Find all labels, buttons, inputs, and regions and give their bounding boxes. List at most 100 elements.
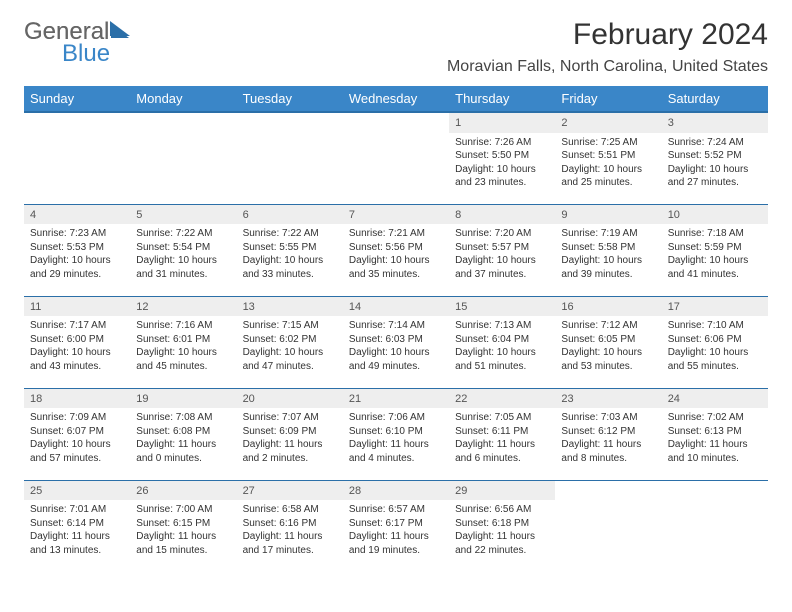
day-number: 23	[555, 389, 661, 409]
day-details: Sunrise: 7:12 AMSunset: 6:05 PMDaylight:…	[555, 316, 661, 377]
calendar-day-cell: 12Sunrise: 7:16 AMSunset: 6:01 PMDayligh…	[130, 296, 236, 388]
calendar-day-cell: 7Sunrise: 7:21 AMSunset: 5:56 PMDaylight…	[343, 204, 449, 296]
day-details: Sunrise: 7:00 AMSunset: 6:15 PMDaylight:…	[130, 500, 236, 561]
sunset-line: Sunset: 5:50 PM	[455, 149, 549, 163]
day-details: Sunrise: 7:26 AMSunset: 5:50 PMDaylight:…	[449, 133, 555, 194]
calendar-week-row: 1Sunrise: 7:26 AMSunset: 5:50 PMDaylight…	[24, 112, 768, 204]
day-number: 14	[343, 297, 449, 317]
calendar-day-cell: 8Sunrise: 7:20 AMSunset: 5:57 PMDaylight…	[449, 204, 555, 296]
calendar-day-cell: 5Sunrise: 7:22 AMSunset: 5:54 PMDaylight…	[130, 204, 236, 296]
day-number: 17	[662, 297, 768, 317]
calendar-day-cell: 21Sunrise: 7:06 AMSunset: 6:10 PMDayligh…	[343, 388, 449, 480]
calendar-body: 1Sunrise: 7:26 AMSunset: 5:50 PMDaylight…	[24, 112, 768, 572]
day-details: Sunrise: 7:01 AMSunset: 6:14 PMDaylight:…	[24, 500, 130, 561]
weekday-header: Sunday	[24, 86, 130, 112]
calendar-day-cell: 10Sunrise: 7:18 AMSunset: 5:59 PMDayligh…	[662, 204, 768, 296]
calendar-day-cell: 26Sunrise: 7:00 AMSunset: 6:15 PMDayligh…	[130, 480, 236, 572]
day-details: Sunrise: 7:03 AMSunset: 6:12 PMDaylight:…	[555, 408, 661, 469]
sunrise-line: Sunrise: 7:10 AM	[668, 319, 762, 333]
day-details: Sunrise: 6:57 AMSunset: 6:17 PMDaylight:…	[343, 500, 449, 561]
day-details: Sunrise: 7:23 AMSunset: 5:53 PMDaylight:…	[24, 224, 130, 285]
sunrise-line: Sunrise: 7:18 AM	[668, 227, 762, 241]
calendar-day-cell: 25Sunrise: 7:01 AMSunset: 6:14 PMDayligh…	[24, 480, 130, 572]
sunset-line: Sunset: 5:56 PM	[349, 241, 443, 255]
sunset-line: Sunset: 5:55 PM	[243, 241, 337, 255]
day-details: Sunrise: 7:17 AMSunset: 6:00 PMDaylight:…	[24, 316, 130, 377]
daylight-line: Daylight: 10 hours and 57 minutes.	[30, 438, 124, 465]
sunset-line: Sunset: 6:15 PM	[136, 517, 230, 531]
calendar-day-cell: 24Sunrise: 7:02 AMSunset: 6:13 PMDayligh…	[662, 388, 768, 480]
logo-block: General Blue	[24, 18, 130, 68]
daylight-line: Daylight: 11 hours and 2 minutes.	[243, 438, 337, 465]
calendar-day-cell: 28Sunrise: 6:57 AMSunset: 6:17 PMDayligh…	[343, 480, 449, 572]
day-details: Sunrise: 6:56 AMSunset: 6:18 PMDaylight:…	[449, 500, 555, 561]
sunset-line: Sunset: 6:16 PM	[243, 517, 337, 531]
day-details: Sunrise: 7:02 AMSunset: 6:13 PMDaylight:…	[662, 408, 768, 469]
day-details: Sunrise: 7:09 AMSunset: 6:07 PMDaylight:…	[24, 408, 130, 469]
day-details: Sunrise: 7:22 AMSunset: 5:54 PMDaylight:…	[130, 224, 236, 285]
calendar-day-cell: 4Sunrise: 7:23 AMSunset: 5:53 PMDaylight…	[24, 204, 130, 296]
sunset-line: Sunset: 5:53 PM	[30, 241, 124, 255]
sunrise-line: Sunrise: 7:22 AM	[136, 227, 230, 241]
day-details: Sunrise: 7:25 AMSunset: 5:51 PMDaylight:…	[555, 133, 661, 194]
day-number: 22	[449, 389, 555, 409]
day-number: 2	[555, 113, 661, 133]
day-number: 26	[130, 481, 236, 501]
daylight-line: Daylight: 10 hours and 45 minutes.	[136, 346, 230, 373]
calendar-table: SundayMondayTuesdayWednesdayThursdayFrid…	[24, 86, 768, 572]
calendar-day-cell: 22Sunrise: 7:05 AMSunset: 6:11 PMDayligh…	[449, 388, 555, 480]
sunset-line: Sunset: 6:00 PM	[30, 333, 124, 347]
day-details: Sunrise: 7:13 AMSunset: 6:04 PMDaylight:…	[449, 316, 555, 377]
sunset-line: Sunset: 6:14 PM	[30, 517, 124, 531]
day-details: Sunrise: 7:07 AMSunset: 6:09 PMDaylight:…	[237, 408, 343, 469]
daylight-line: Daylight: 10 hours and 41 minutes.	[668, 254, 762, 281]
calendar-day-cell	[130, 112, 236, 204]
sunset-line: Sunset: 6:18 PM	[455, 517, 549, 531]
day-number: 6	[237, 205, 343, 225]
daylight-line: Daylight: 10 hours and 53 minutes.	[561, 346, 655, 373]
sunset-line: Sunset: 5:58 PM	[561, 241, 655, 255]
day-details: Sunrise: 7:10 AMSunset: 6:06 PMDaylight:…	[662, 316, 768, 377]
calendar-day-cell: 1Sunrise: 7:26 AMSunset: 5:50 PMDaylight…	[449, 112, 555, 204]
day-number: 27	[237, 481, 343, 501]
daylight-line: Daylight: 10 hours and 35 minutes.	[349, 254, 443, 281]
sunset-line: Sunset: 5:59 PM	[668, 241, 762, 255]
calendar-week-row: 25Sunrise: 7:01 AMSunset: 6:14 PMDayligh…	[24, 480, 768, 572]
sunrise-line: Sunrise: 7:21 AM	[349, 227, 443, 241]
weekday-header: Wednesday	[343, 86, 449, 112]
calendar-header-row: SundayMondayTuesdayWednesdayThursdayFrid…	[24, 86, 768, 112]
daylight-line: Daylight: 10 hours and 55 minutes.	[668, 346, 762, 373]
day-number: 10	[662, 205, 768, 225]
day-number: 21	[343, 389, 449, 409]
sunset-line: Sunset: 6:17 PM	[349, 517, 443, 531]
calendar-day-cell: 29Sunrise: 6:56 AMSunset: 6:18 PMDayligh…	[449, 480, 555, 572]
sunrise-line: Sunrise: 7:07 AM	[243, 411, 337, 425]
day-details: Sunrise: 7:06 AMSunset: 6:10 PMDaylight:…	[343, 408, 449, 469]
day-details: Sunrise: 7:16 AMSunset: 6:01 PMDaylight:…	[130, 316, 236, 377]
sunrise-line: Sunrise: 7:00 AM	[136, 503, 230, 517]
sunrise-line: Sunrise: 7:22 AM	[243, 227, 337, 241]
day-number: 29	[449, 481, 555, 501]
calendar-week-row: 18Sunrise: 7:09 AMSunset: 6:07 PMDayligh…	[24, 388, 768, 480]
sunset-line: Sunset: 5:54 PM	[136, 241, 230, 255]
logo-blue-text: Blue	[62, 40, 130, 68]
calendar-day-cell: 19Sunrise: 7:08 AMSunset: 6:08 PMDayligh…	[130, 388, 236, 480]
day-details: Sunrise: 7:22 AMSunset: 5:55 PMDaylight:…	[237, 224, 343, 285]
sunrise-line: Sunrise: 6:57 AM	[349, 503, 443, 517]
weekday-header: Thursday	[449, 86, 555, 112]
day-number: 8	[449, 205, 555, 225]
daylight-line: Daylight: 10 hours and 31 minutes.	[136, 254, 230, 281]
sunset-line: Sunset: 6:13 PM	[668, 425, 762, 439]
calendar-day-cell: 2Sunrise: 7:25 AMSunset: 5:51 PMDaylight…	[555, 112, 661, 204]
day-details: Sunrise: 7:18 AMSunset: 5:59 PMDaylight:…	[662, 224, 768, 285]
calendar-week-row: 4Sunrise: 7:23 AMSunset: 5:53 PMDaylight…	[24, 204, 768, 296]
day-number: 12	[130, 297, 236, 317]
calendar-day-cell: 15Sunrise: 7:13 AMSunset: 6:04 PMDayligh…	[449, 296, 555, 388]
day-details: Sunrise: 7:21 AMSunset: 5:56 PMDaylight:…	[343, 224, 449, 285]
sunset-line: Sunset: 6:01 PM	[136, 333, 230, 347]
sunset-line: Sunset: 6:09 PM	[243, 425, 337, 439]
sunrise-line: Sunrise: 7:06 AM	[349, 411, 443, 425]
day-details: Sunrise: 7:20 AMSunset: 5:57 PMDaylight:…	[449, 224, 555, 285]
sunset-line: Sunset: 6:12 PM	[561, 425, 655, 439]
sunrise-line: Sunrise: 6:56 AM	[455, 503, 549, 517]
